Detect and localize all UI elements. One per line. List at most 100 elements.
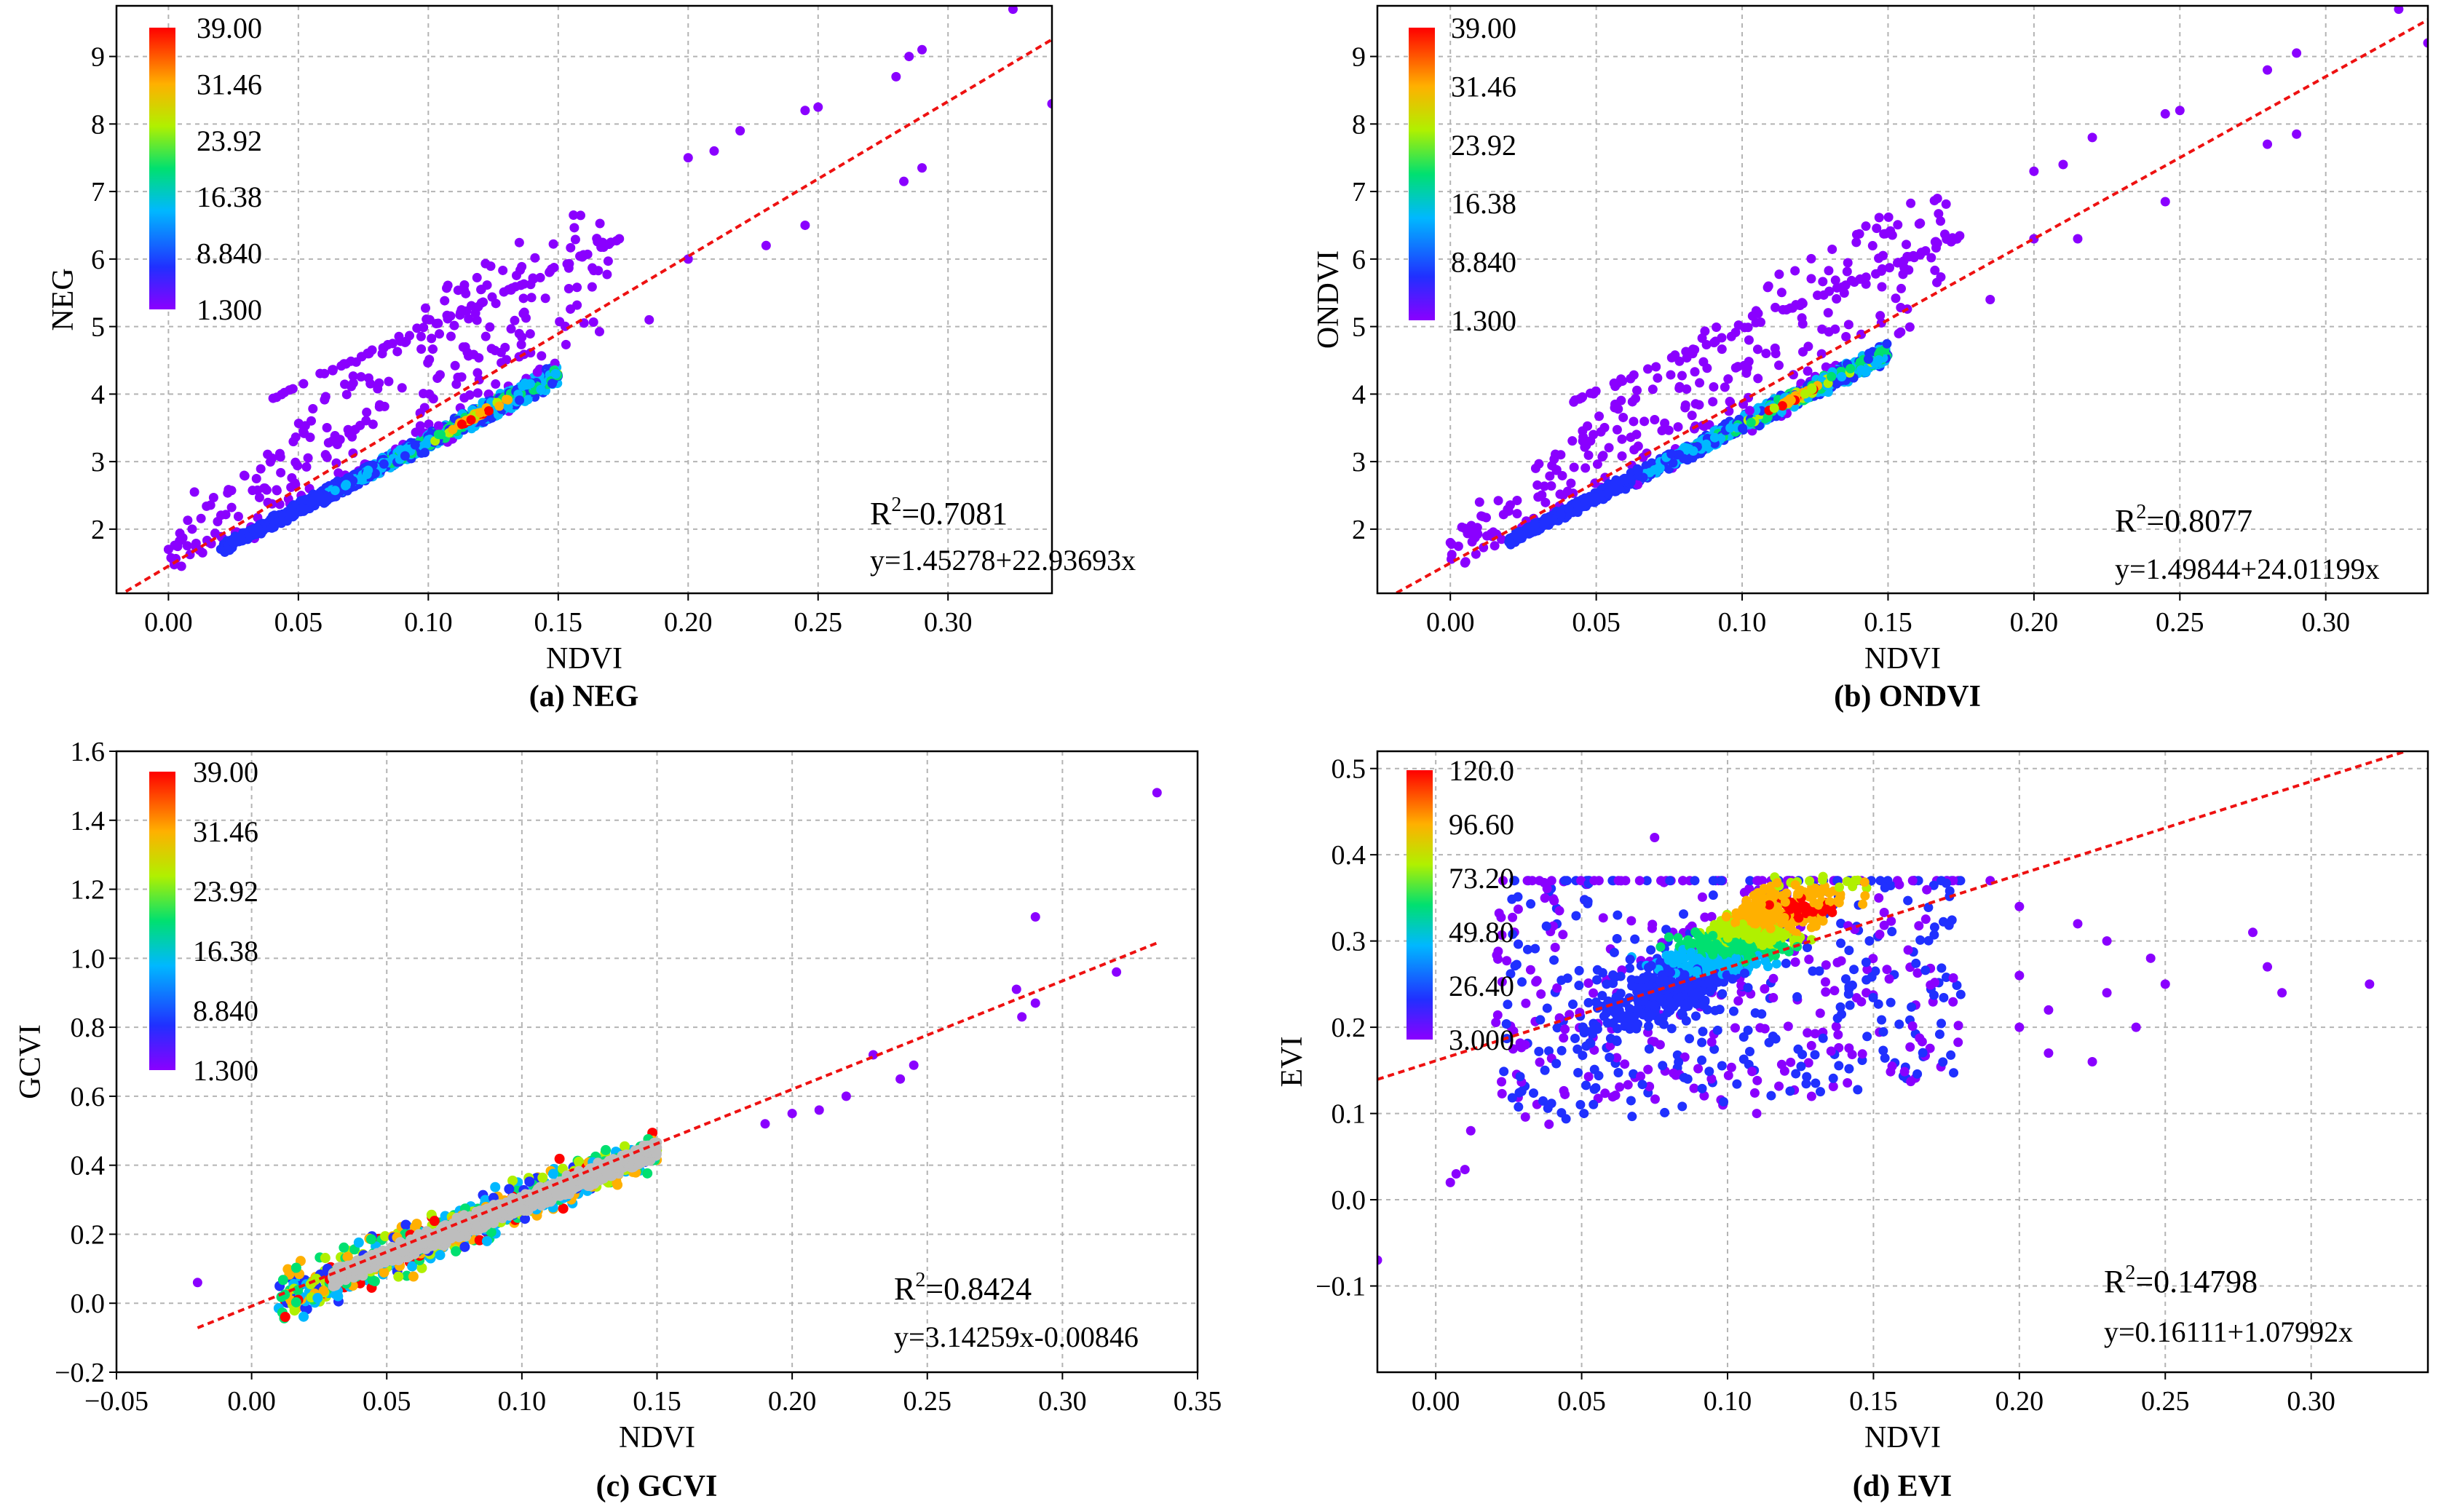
data-point <box>1931 243 1941 253</box>
r-squared: R2=0.8077 <box>2115 501 2252 539</box>
data-point <box>1470 533 1480 543</box>
data-point <box>1946 237 1956 247</box>
data-point <box>341 389 352 400</box>
data-point <box>1743 322 1753 333</box>
data-point <box>1629 416 1639 427</box>
plot-frame <box>115 4 1053 595</box>
data-point <box>1618 412 1629 422</box>
data-point <box>424 355 435 365</box>
data-point <box>1666 370 1676 380</box>
data-point <box>266 523 277 533</box>
data-point <box>356 372 366 382</box>
y-axis-label: ONDVI <box>1312 250 1345 349</box>
data-point <box>356 352 366 362</box>
data-point <box>2029 166 2039 176</box>
x-tick-label: 0.00 <box>144 607 193 638</box>
data-point <box>233 511 243 521</box>
data-point <box>303 453 313 463</box>
data-point <box>1896 283 1907 293</box>
data-point <box>1632 385 1642 395</box>
data-point <box>422 314 432 325</box>
data-point <box>450 360 460 371</box>
data-point <box>427 333 437 344</box>
data-point <box>644 314 654 325</box>
data-point <box>433 430 443 440</box>
data-point <box>394 331 404 341</box>
data-point <box>1824 286 1835 296</box>
data-point <box>1612 424 1622 435</box>
data-point <box>917 44 927 55</box>
data-point <box>1660 418 1670 428</box>
data-point <box>1840 280 1851 290</box>
data-point <box>290 1262 301 1273</box>
data-point <box>1666 449 1677 459</box>
y-tick-label: 5 <box>1352 312 1366 343</box>
data-point <box>196 513 206 523</box>
data-point <box>1790 266 1800 276</box>
data-point <box>416 344 427 355</box>
data-point <box>800 106 810 116</box>
data-point <box>594 327 604 337</box>
data-point <box>1720 382 1730 392</box>
data-point <box>1832 294 1842 304</box>
scatter-points <box>163 6 1052 571</box>
data-point <box>2394 6 2404 15</box>
data-point <box>1849 277 1859 288</box>
data-point <box>1663 425 1674 435</box>
data-point <box>482 280 492 290</box>
data-point <box>1616 374 1626 384</box>
data-point <box>1569 462 1579 472</box>
x-tick-label: 0.20 <box>664 607 713 638</box>
data-point <box>256 464 266 474</box>
data-point <box>1824 266 1834 276</box>
data-point <box>515 395 525 405</box>
data-point <box>1642 364 1653 374</box>
data-point <box>474 1235 485 1246</box>
data-point <box>446 311 456 321</box>
data-point <box>519 307 529 317</box>
data-point <box>459 392 470 403</box>
data-point <box>530 253 540 263</box>
y-tick-label: 4 <box>1352 379 1366 410</box>
x-axis-label: NDVI <box>1864 642 1941 676</box>
data-point <box>1532 480 1543 490</box>
data-point <box>466 415 476 425</box>
data-point <box>1657 426 1667 436</box>
data-point <box>472 272 482 282</box>
data-point <box>397 383 407 393</box>
data-point <box>442 283 452 293</box>
data-point <box>1677 371 1687 381</box>
data-point <box>1893 220 1903 230</box>
data-point <box>502 355 512 365</box>
colorbar-tick-label: 1.300 <box>197 293 262 326</box>
data-point <box>1701 339 1712 349</box>
data-point <box>348 371 358 381</box>
data-point <box>298 428 309 438</box>
data-point <box>1837 372 1847 382</box>
r-squared-value: =0.8077 <box>2146 503 2252 539</box>
data-point <box>378 343 388 353</box>
data-point <box>1668 458 1678 468</box>
data-point <box>435 329 445 339</box>
data-point <box>435 1250 446 1261</box>
y-tick-label: 3 <box>91 447 105 478</box>
data-point <box>547 264 557 274</box>
x-tick-label: 0.30 <box>924 607 973 638</box>
data-point <box>1445 537 1455 547</box>
data-point <box>293 461 303 471</box>
y-tick-label: 5 <box>91 312 105 343</box>
data-point <box>1496 534 1506 545</box>
data-point <box>1851 237 1862 248</box>
data-point <box>1823 308 1833 318</box>
data-point <box>1596 427 1606 437</box>
data-point <box>1738 423 1748 433</box>
data-point <box>2058 159 2068 170</box>
data-point <box>298 1311 309 1322</box>
regression-equation: y=1.45278+22.93693x <box>870 544 1136 577</box>
data-point <box>1478 512 1488 522</box>
data-point <box>298 379 309 389</box>
data-point <box>416 331 426 341</box>
x-tick-label: 0.15 <box>1864 607 1912 638</box>
data-point <box>1566 478 1576 488</box>
